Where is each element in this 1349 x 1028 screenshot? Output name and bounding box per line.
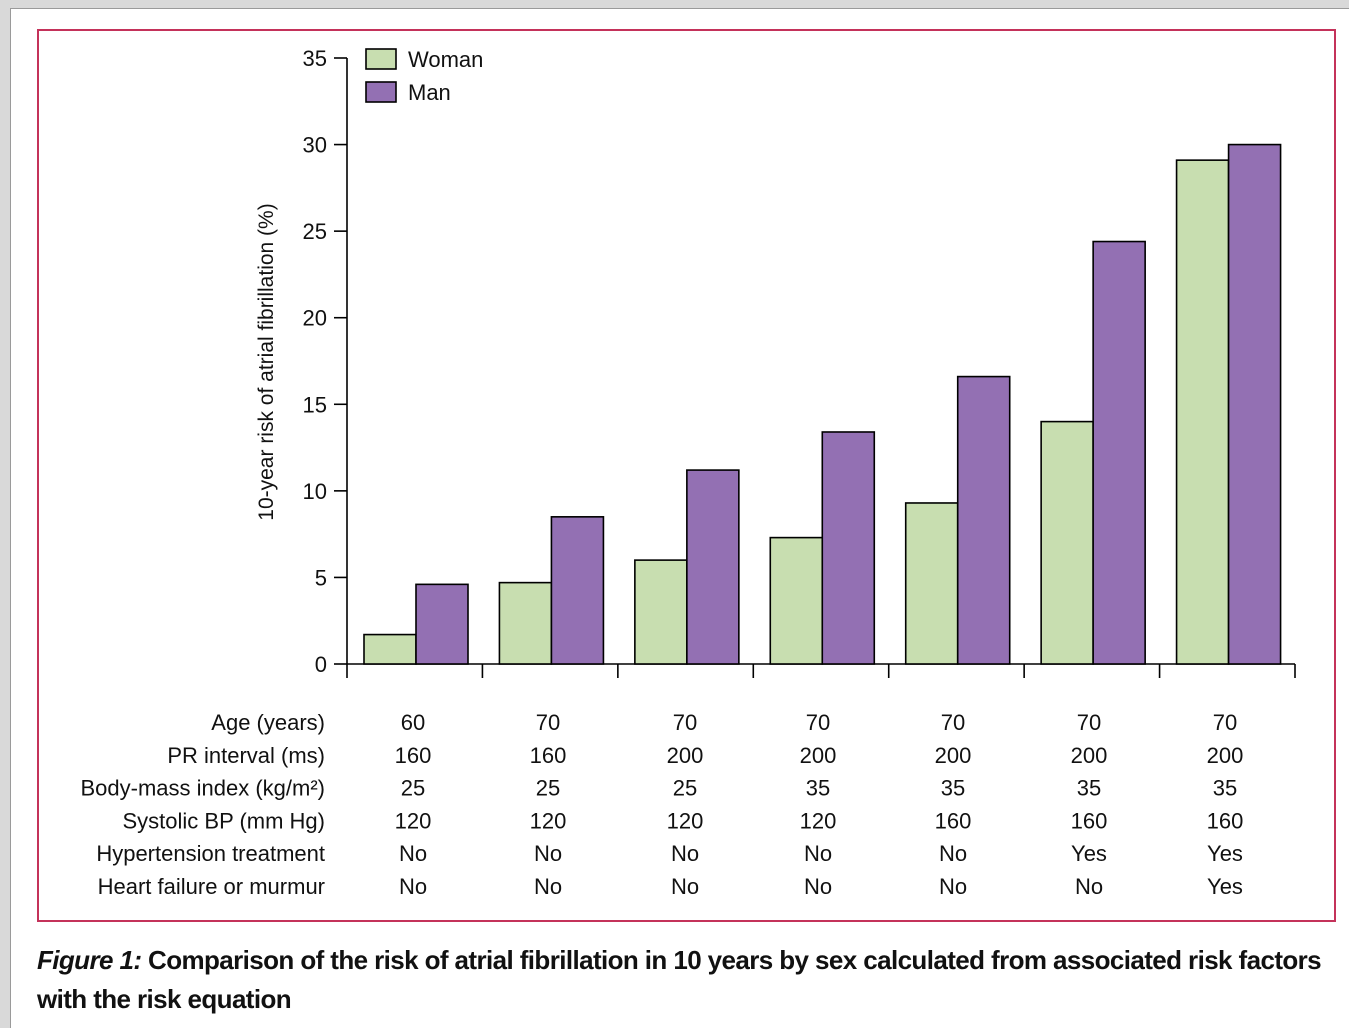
bar-woman <box>769 536 824 665</box>
bar-woman <box>1175 159 1230 665</box>
table-cell: No <box>671 874 699 899</box>
table-cell: 60 <box>401 710 425 735</box>
table-cell: 70 <box>1077 710 1101 735</box>
table-cell: 200 <box>800 743 837 768</box>
table-cell: No <box>804 874 832 899</box>
y-tick-label: 5 <box>315 565 327 590</box>
table-row-label: Systolic BP (mm Hg) <box>122 808 325 833</box>
bar-woman <box>363 633 417 665</box>
table-cell: No <box>939 874 967 899</box>
table-cell: No <box>399 874 427 899</box>
table-cell: 35 <box>806 776 830 801</box>
y-axis-title: 10-year risk of atrial fibrillation (%) <box>255 203 278 520</box>
table-cell: Yes <box>1071 841 1107 866</box>
table-cell: No <box>804 841 832 866</box>
bar-woman <box>904 502 959 665</box>
bar-man <box>1092 240 1146 665</box>
table-cell: 70 <box>1213 710 1237 735</box>
table-cell: 160 <box>395 743 432 768</box>
figure-frame <box>37 29 1336 922</box>
bar-chart: 0 5 10 15 20 25 30 35 10-year risk of atrial fib… <box>80 46 1296 899</box>
figure-caption: Figure 1: Comparison of the risk of atri… <box>37 941 1337 1019</box>
table-cell: 120 <box>667 808 704 833</box>
table-cell: 25 <box>401 776 425 801</box>
bar-woman <box>634 559 688 665</box>
bar-man <box>686 469 740 665</box>
table-cell: 25 <box>536 776 560 801</box>
table-cell: 35 <box>941 776 965 801</box>
table-cell: No <box>939 841 967 866</box>
table-cell: 160 <box>935 808 972 833</box>
bar-woman <box>498 581 553 665</box>
legend-swatch-woman <box>365 48 397 70</box>
y-tick-label: 10 <box>303 479 327 504</box>
bar-man <box>956 375 1011 665</box>
table-cell: 200 <box>1071 743 1108 768</box>
table-cell: 70 <box>673 710 697 735</box>
table-cell: 160 <box>1207 808 1244 833</box>
table-row-label: Hypertension treatment <box>96 841 325 866</box>
table-cell: Yes <box>1207 874 1243 899</box>
table-row-label: PR interval (ms) <box>167 743 325 768</box>
table-cell: 120 <box>530 808 567 833</box>
table-cell: No <box>534 874 562 899</box>
bar-man <box>1227 143 1282 665</box>
y-tick-label: 35 <box>303 46 327 71</box>
caption-label: Figure 1: <box>37 945 142 975</box>
bar-woman <box>1040 420 1094 665</box>
table-cell: No <box>1075 874 1103 899</box>
table-row-label: Age (years) <box>211 710 325 735</box>
legend-label-man: Man <box>408 80 451 105</box>
caption-text: Comparison of the risk of atrial fibrill… <box>37 945 1322 1014</box>
y-tick-label: 15 <box>303 392 327 417</box>
table-cell: No <box>534 841 562 866</box>
y-tick-label: 20 <box>303 306 327 331</box>
table-row-label: Body-mass index (kg/m²) <box>80 776 325 801</box>
bar-man <box>821 431 876 665</box>
bar-man <box>415 583 469 665</box>
legend-swatch-man <box>365 81 397 103</box>
bar-man <box>550 516 605 665</box>
table-cell: 200 <box>667 743 704 768</box>
table-cell: 160 <box>1071 808 1108 833</box>
table-cell: No <box>399 841 427 866</box>
table-cell: 200 <box>935 743 972 768</box>
table-row-label: Heart failure or murmur <box>98 874 325 899</box>
table-cell: Yes <box>1207 841 1243 866</box>
y-tick-label: 30 <box>303 133 327 158</box>
figure-page: 0 5 10 15 20 25 30 35 10-year risk of atrial fib… <box>10 8 1349 1028</box>
table-cell: 200 <box>1207 743 1244 768</box>
table-cell: No <box>671 841 699 866</box>
table-cell: 25 <box>673 776 697 801</box>
table-cell: 120 <box>800 808 837 833</box>
table-cell: 70 <box>536 710 560 735</box>
legend-label-woman: Woman <box>408 47 483 72</box>
table-cell: 70 <box>941 710 965 735</box>
table-cell: 70 <box>806 710 830 735</box>
table-cell: 35 <box>1213 776 1237 801</box>
y-tick-label: 25 <box>303 219 327 244</box>
table-cell: 160 <box>530 743 567 768</box>
table-cell: 35 <box>1077 776 1101 801</box>
y-tick-label: 0 <box>315 652 327 677</box>
table-cell: 120 <box>395 808 432 833</box>
